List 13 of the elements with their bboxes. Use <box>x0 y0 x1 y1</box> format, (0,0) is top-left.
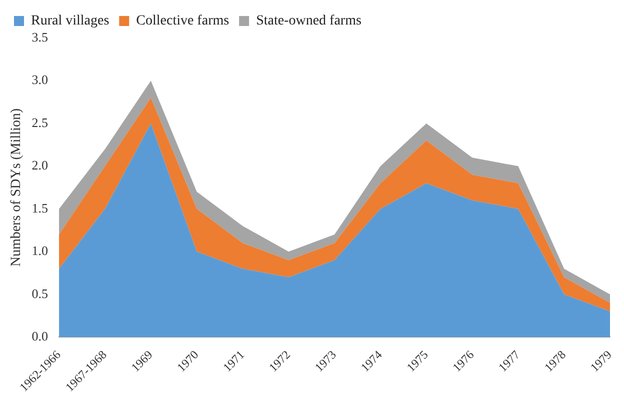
legend-label: State-owned farms <box>256 14 362 29</box>
y-tick-label: 0.5 <box>32 286 48 301</box>
y-tick-label: 1.0 <box>32 243 48 258</box>
y-tick-label: 1.5 <box>32 200 48 216</box>
legend-label: Rural villages <box>31 14 110 29</box>
y-tick-label: 3.0 <box>32 72 48 88</box>
y-tick-label: 0.0 <box>32 328 48 344</box>
x-tick-label: 1971 <box>220 348 248 374</box>
y-axis-title: Numbers of SDYs (Million) <box>9 108 24 267</box>
y-tick-label: 2.0 <box>32 158 48 173</box>
y-tick-label: 2.5 <box>32 114 48 130</box>
y-tick-label: 3.5 <box>32 29 48 44</box>
legend-label: Collective farms <box>136 14 230 29</box>
